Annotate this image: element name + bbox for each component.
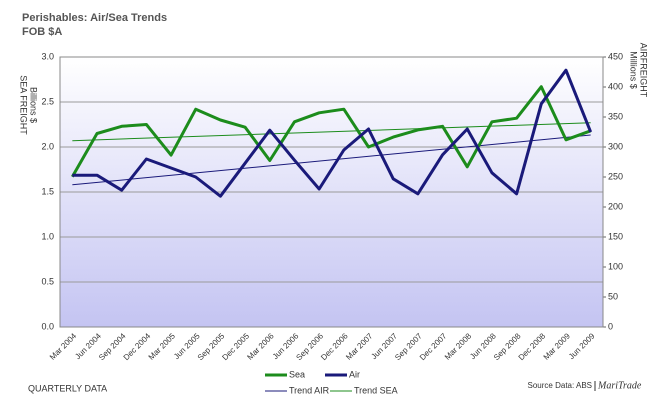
y2-tick-label: 0 (608, 321, 613, 331)
y-tick-label: 2.5 (41, 96, 54, 106)
y-axis-label: SEA FREIGHT (19, 75, 29, 135)
legend-label: Air (349, 369, 360, 379)
y2-axis-label: AIRFREIGHT (639, 43, 649, 98)
y2-tick-label: 250 (608, 171, 623, 181)
series-line (71, 85, 592, 178)
footer: QUARTERLY DATA (28, 383, 107, 393)
y-axis-label: Billions $ (29, 87, 39, 123)
x-tick-label: Mar 2007 (344, 331, 375, 362)
y2-tick-label: 200 (608, 201, 623, 211)
y-tick-label: 3.0 (41, 51, 54, 61)
y-tick-label: 2.0 (41, 141, 54, 151)
y2-axis-label: Millions $ (629, 51, 639, 89)
y2-tick-label: 150 (608, 231, 623, 241)
chart-title: Perishables: Air/Sea Trends (22, 12, 167, 24)
y-tick-label: 1.5 (41, 186, 54, 196)
y2-tick-label: 450 (608, 51, 623, 61)
y2-tick-label: 100 (608, 261, 623, 271)
x-tick-label: Mar 2006 (245, 331, 276, 362)
source-brand: MariTrade (597, 380, 642, 391)
chart-subtitle: FOB $A (22, 26, 62, 38)
y-tick-label: 1.0 (41, 231, 54, 241)
legend-label: Trend SEA (354, 385, 398, 395)
legend-label: Sea (289, 369, 305, 379)
y2-tick-label: 400 (608, 81, 623, 91)
plot-border (59, 56, 604, 328)
y2-tick-label: 300 (608, 141, 623, 151)
x-tick-label: Jun 2009 (567, 331, 597, 361)
trend-line (72, 134, 591, 186)
y2-tick-label: 350 (608, 111, 623, 121)
x-tick-label: Mar 2008 (443, 331, 474, 362)
y2-tick-label: 50 (608, 291, 618, 301)
y-tick-label: 0.0 (41, 321, 54, 331)
y-tick-label: 0.5 (41, 276, 54, 286)
series-line (72, 68, 593, 198)
source: Source Data: ABS (528, 381, 592, 390)
x-tick-label: Mar 2005 (147, 331, 178, 362)
x-tick-label: Mar 2004 (48, 331, 79, 362)
x-tick-label: Mar 2009 (542, 331, 573, 362)
legend-label: Trend AIR (289, 385, 330, 395)
